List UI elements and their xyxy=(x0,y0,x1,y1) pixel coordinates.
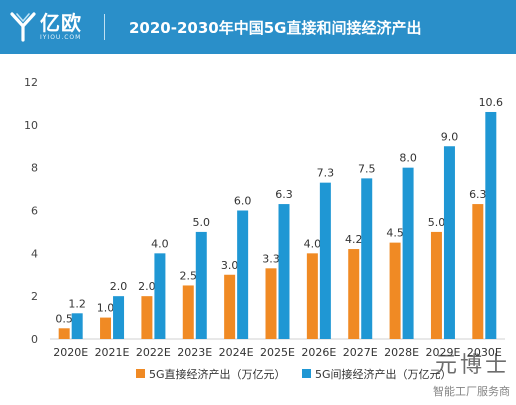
legend-swatch xyxy=(136,369,145,378)
bar-direct-output xyxy=(472,204,484,339)
legend-swatch xyxy=(302,369,311,378)
x-tick-label: 2030E xyxy=(467,346,502,359)
data-label: 5.0 xyxy=(193,216,211,229)
bar-direct-output xyxy=(224,274,236,339)
data-label: 4.2 xyxy=(345,233,363,246)
bar-chart: 0 2 4 6 8 10 12 0.5 1.2 2020E 1.0 2.0 2021E 2.0 4.0 202… xyxy=(24,76,505,381)
data-label: 8.0 xyxy=(399,152,417,165)
bar-direct-output xyxy=(58,328,70,339)
x-tick-label: 2027E xyxy=(343,346,378,359)
data-label: 2.0 xyxy=(110,280,128,293)
data-label: 0.5 xyxy=(55,312,73,325)
data-label: 5.0 xyxy=(428,216,446,229)
x-tick-label: 2029E xyxy=(425,346,460,359)
bar-indirect-output xyxy=(195,231,207,339)
bar-indirect-output xyxy=(485,111,497,339)
y-tick-label: 10 xyxy=(24,119,38,132)
bar-indirect-output xyxy=(237,210,249,339)
data-label: 9.0 xyxy=(441,130,459,143)
bar-indirect-output xyxy=(443,146,455,339)
bar-indirect-output xyxy=(154,253,166,339)
data-label: 4.0 xyxy=(151,237,169,250)
data-label: 1.2 xyxy=(68,297,86,310)
chart-title: 2020-2030年中国5G直接和间接经济产出 xyxy=(129,18,422,37)
bar-indirect-output xyxy=(319,182,331,339)
bar-direct-output xyxy=(100,317,112,339)
x-tick-label: 2028E xyxy=(384,346,419,359)
legend-label: 5G间接经济产出（万亿元） xyxy=(315,367,452,381)
data-label: 6.0 xyxy=(234,195,252,208)
bar-direct-output xyxy=(389,242,401,339)
bar-indirect-output xyxy=(402,167,414,339)
y-tick-label: 0 xyxy=(31,333,38,346)
y-tick-label: 6 xyxy=(31,205,38,218)
data-label: 7.3 xyxy=(317,167,335,180)
bar-indirect-output xyxy=(113,296,125,339)
y-tick-label: 8 xyxy=(31,162,38,175)
brand-mark-icon xyxy=(10,12,36,42)
y-tick-label: 12 xyxy=(24,76,38,89)
data-label: 6.3 xyxy=(275,188,293,201)
brand-name: 亿欧 xyxy=(40,11,82,35)
data-label: 2.5 xyxy=(180,269,198,282)
data-label: 3.3 xyxy=(262,252,280,265)
data-label: 7.5 xyxy=(358,162,376,175)
brand-domain: IYIOU.COM xyxy=(40,34,82,41)
bar-direct-output xyxy=(348,249,360,339)
data-label: 1.0 xyxy=(97,302,115,315)
bar-direct-output xyxy=(265,268,277,339)
x-tick-label: 2020E xyxy=(53,346,88,359)
data-label: 6.3 xyxy=(469,188,487,201)
x-tick-label: 2023E xyxy=(177,346,212,359)
bar-direct-output xyxy=(306,253,318,339)
x-tick-label: 2022E xyxy=(136,346,171,359)
x-tick-label: 2026E xyxy=(301,346,336,359)
x-tick-label: 2021E xyxy=(95,346,130,359)
x-tick-label: 2024E xyxy=(219,346,254,359)
chart-header: 亿欧 IYIOU.COM 2020-2030年中国5G直接和间接经济产出 xyxy=(0,0,516,54)
data-label: 3.0 xyxy=(221,259,239,272)
data-label: 4.5 xyxy=(386,227,404,240)
x-tick-label: 2025E xyxy=(260,346,295,359)
bar-direct-output xyxy=(141,296,153,339)
data-label: 4.0 xyxy=(304,237,322,250)
data-label: 10.6 xyxy=(479,96,504,109)
bar-direct-output xyxy=(430,231,442,339)
bar-direct-output xyxy=(182,285,194,339)
header-divider xyxy=(104,14,105,40)
bar-indirect-output xyxy=(278,204,290,339)
bar-indirect-output xyxy=(361,178,373,339)
y-tick-label: 4 xyxy=(31,247,38,260)
bar-indirect-output xyxy=(71,313,83,339)
y-tick-label: 2 xyxy=(31,290,38,303)
legend-label: 5G直接经济产出（万亿元） xyxy=(149,367,286,381)
brand-logo: 亿欧 IYIOU.COM xyxy=(10,12,82,42)
data-label: 2.0 xyxy=(138,280,156,293)
